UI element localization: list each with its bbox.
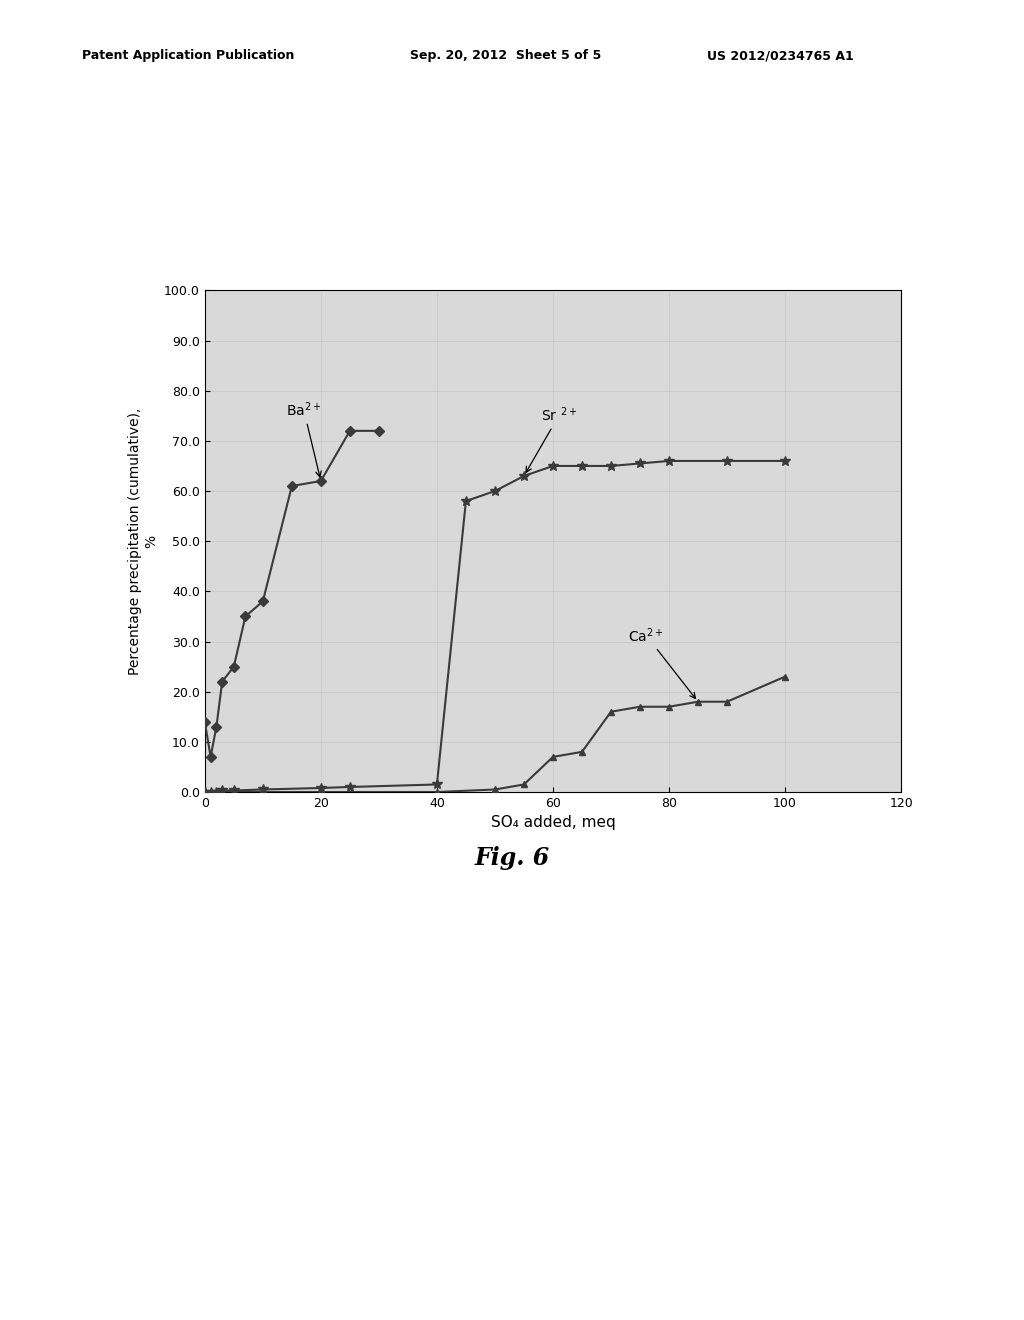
Text: Sr $^{2+}$: Sr $^{2+}$ (526, 405, 578, 473)
X-axis label: SO₄ added, meq: SO₄ added, meq (490, 816, 615, 830)
Text: Patent Application Publication: Patent Application Publication (82, 49, 294, 62)
Text: Fig. 6: Fig. 6 (474, 846, 550, 870)
Text: Ca$^{2+}$: Ca$^{2+}$ (629, 626, 695, 698)
Text: Sep. 20, 2012  Sheet 5 of 5: Sep. 20, 2012 Sheet 5 of 5 (410, 49, 601, 62)
Text: Ba$^{2+}$: Ba$^{2+}$ (286, 400, 322, 477)
Y-axis label: Percentage precipitation (cumulative),
%: Percentage precipitation (cumulative), % (128, 408, 159, 675)
Text: US 2012/0234765 A1: US 2012/0234765 A1 (707, 49, 853, 62)
